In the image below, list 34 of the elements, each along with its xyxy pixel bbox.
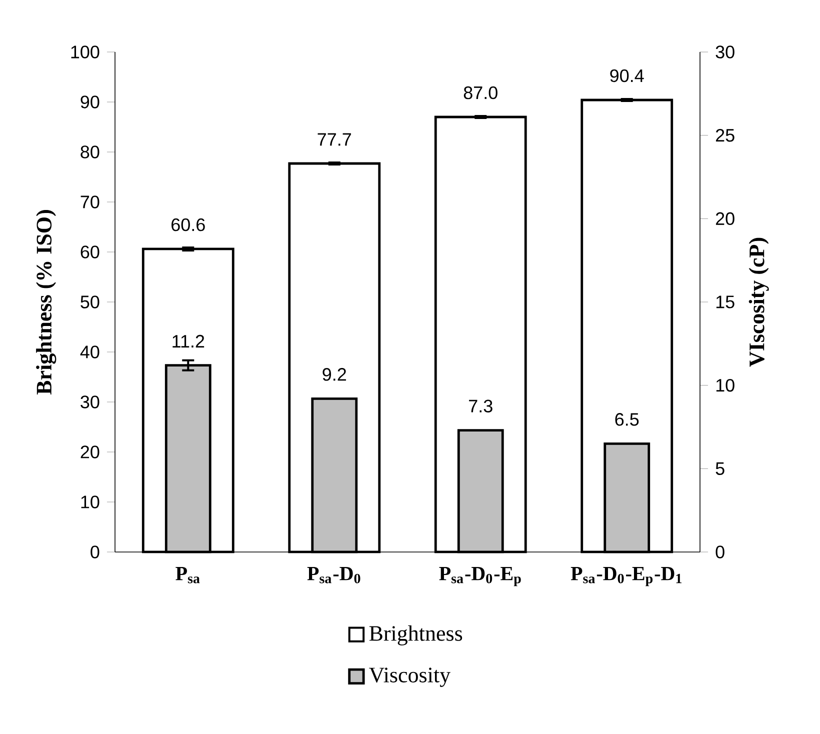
y2-tick-label: 5 bbox=[716, 462, 724, 475]
data-label: 9.2 bbox=[322, 368, 346, 381]
data-label: 11.2 bbox=[172, 334, 204, 348]
data-label: 6.5 bbox=[615, 413, 639, 426]
y-tick-label: 90 bbox=[80, 96, 100, 108]
y-tick-label: 0 bbox=[90, 546, 100, 558]
y2-tick-label: 25 bbox=[716, 128, 734, 142]
y2-tick-label: 20 bbox=[716, 212, 734, 226]
y-tick-label: 10 bbox=[81, 496, 100, 508]
y-axis-title: Brightness (% ISO) bbox=[36, 210, 56, 395]
y-tick-label: 50 bbox=[80, 296, 100, 308]
y2-tick-label: 0 bbox=[716, 546, 724, 558]
y2-axis-title: VIscosity (cP) bbox=[748, 238, 769, 367]
data-label: 60.6 bbox=[172, 218, 205, 232]
legend-label: Brightness bbox=[369, 625, 462, 646]
y2-tick-label: 10 bbox=[716, 378, 734, 392]
x-tick-label: P$_{sa}$-D$_{0}$-E$_{p}$ bbox=[439, 567, 521, 586]
y-tick-label: 30 bbox=[80, 396, 100, 408]
y2-tick-label: 15 bbox=[716, 296, 734, 308]
data-label: 7.3 bbox=[469, 400, 492, 412]
data-label: 77.7 bbox=[318, 133, 351, 146]
data-label: 87.0 bbox=[464, 86, 498, 100]
y-tick-label: 70 bbox=[80, 196, 100, 208]
y-tick-label: 100 bbox=[71, 46, 100, 58]
x-tick-label: P$_{sa}$-D$_{0}$-E$_{p}$-D$_{1}$ bbox=[570, 567, 682, 586]
y-tick-label: 80 bbox=[80, 146, 100, 158]
x-tick-label: P$_{sa}$-D$_{0}$ bbox=[307, 567, 360, 584]
y-tick-label: 60 bbox=[80, 246, 100, 258]
legend-label: Viscosity bbox=[369, 668, 450, 687]
x-tick-label: P$_{sa}$ bbox=[176, 567, 200, 584]
y2-tick-label: 30 bbox=[716, 46, 734, 58]
data-label: 90.4 bbox=[610, 69, 644, 82]
y-tick-label: 40 bbox=[80, 346, 100, 358]
y-tick-label: 20 bbox=[80, 446, 100, 458]
